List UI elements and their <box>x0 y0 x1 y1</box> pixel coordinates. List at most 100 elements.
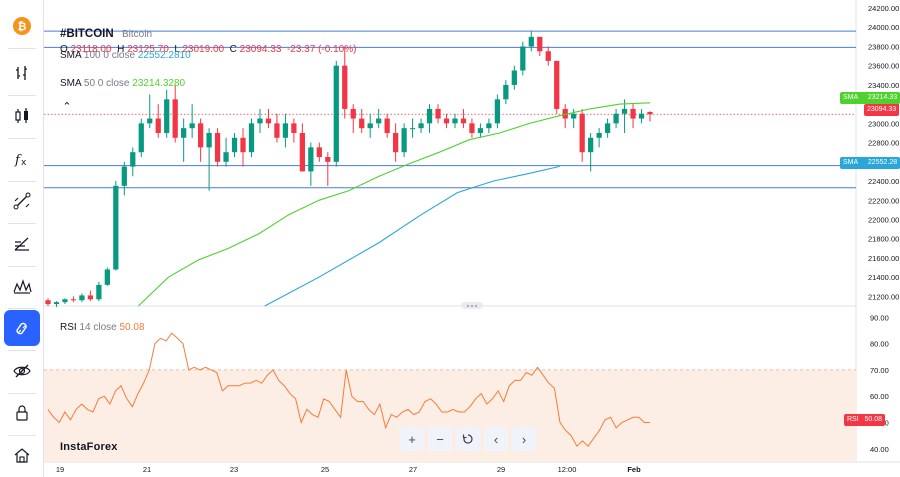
toolbar-separator <box>8 393 36 394</box>
sma100-legend[interactable]: SMA 100 0 close 22552.2810 <box>60 50 191 61</box>
price-tick-label: 21400.00 <box>868 273 899 282</box>
price-tick-label: 21600.00 <box>868 254 899 263</box>
trend-line-icon <box>12 191 32 211</box>
reset-chart-button[interactable] <box>456 427 480 451</box>
rsi-tick-label: 70.00 <box>870 366 889 375</box>
scroll-left-button[interactable]: ‹ <box>484 427 508 451</box>
price-tick-label: 23600.00 <box>868 62 899 71</box>
candle-body <box>511 70 517 85</box>
chart-style-button[interactable] <box>4 98 40 134</box>
rsi-tick-label: 40.00 <box>870 445 889 454</box>
candle-body <box>647 112 653 115</box>
candle-body <box>325 157 331 162</box>
candle-body <box>621 108 628 114</box>
candle-body <box>604 123 611 133</box>
candle-body <box>248 123 255 153</box>
candle-body <box>113 185 119 270</box>
pattern-icon <box>12 276 32 296</box>
zoom-in-button[interactable]: + <box>400 427 424 451</box>
price-tick-label: 23000.00 <box>868 119 899 128</box>
candle-body <box>350 108 356 119</box>
candle-body <box>130 152 136 167</box>
sma100-value: 22552.2810 <box>137 50 191 61</box>
minus-icon: − <box>436 431 444 447</box>
candle-body <box>376 118 382 124</box>
candle-body <box>638 113 645 119</box>
sma50-params: 50 0 close <box>83 78 130 89</box>
sma50-value: 23214.3280 <box>132 78 186 89</box>
sma50-legend[interactable]: SMA 50 0 close 23214.3280 <box>60 78 185 89</box>
patterns-button[interactable] <box>4 268 40 304</box>
rsi-price-tag: RSI 50.08 <box>844 414 886 426</box>
current-price-tag: 23094.33 <box>864 104 900 116</box>
candle-body <box>155 118 161 133</box>
drawing-tools-button[interactable] <box>4 183 40 219</box>
candle-body <box>45 300 51 305</box>
candle-body <box>418 123 424 129</box>
candle-body <box>503 84 509 100</box>
toolbar-separator <box>8 181 36 182</box>
candle-body <box>384 118 390 133</box>
zoom-out-button[interactable]: − <box>428 427 452 451</box>
lock-drawings-button[interactable] <box>4 395 40 431</box>
plus-icon: + <box>408 431 416 447</box>
sma100-price-tag: SMA 22552.28 <box>840 157 900 169</box>
candle-body <box>528 36 534 47</box>
symbol-name[interactable]: #BITCOIN <box>60 28 114 40</box>
candle-body <box>265 118 272 124</box>
chevron-right-icon: › <box>521 431 527 447</box>
candle-body <box>613 113 619 124</box>
navigation-controls: + − ‹ › <box>400 427 536 451</box>
toolbar-separator <box>8 138 36 139</box>
candle-body <box>545 51 551 61</box>
bar-type-button[interactable] <box>4 55 40 91</box>
candle-body <box>401 128 407 153</box>
pane-resize-handle[interactable] <box>461 302 483 309</box>
sma50-tag-value: 23214.33 <box>867 94 898 101</box>
candle-body <box>316 147 322 157</box>
hide-drawings-button[interactable] <box>4 353 40 389</box>
candle-body <box>308 147 314 172</box>
high-value: 23125.70 <box>127 44 169 55</box>
low-value: 23019.00 <box>182 44 225 55</box>
lock-icon <box>12 403 32 423</box>
candle-body <box>104 269 110 285</box>
candle-body <box>223 152 229 162</box>
time-tick-label: 19 <box>56 465 64 474</box>
rsi-value: 50.08 <box>119 322 145 333</box>
scroll-right-button[interactable]: › <box>512 427 536 451</box>
home-icon <box>12 445 32 465</box>
price-tick-label: 24000.00 <box>868 23 899 32</box>
bitcoin-logo-button[interactable]: ₿ <box>4 8 40 44</box>
candle-body <box>172 99 178 138</box>
high-label: H <box>117 44 125 55</box>
candle-body <box>206 132 212 148</box>
price-tick-label: 24200.00 <box>868 4 899 13</box>
candle-style-icon <box>12 106 32 126</box>
sma50-line <box>137 102 651 307</box>
symbol-legend: #BITCOIN Bitcoin O 23118.00 H 23125.70 L… <box>60 28 356 55</box>
candle-body <box>291 123 297 133</box>
reset-icon <box>462 434 473 444</box>
candle-body <box>588 137 594 153</box>
candle-body <box>189 123 195 129</box>
collapse-legend-button[interactable]: ⌃ <box>58 98 76 114</box>
candle-body <box>393 132 399 153</box>
magnet-button[interactable] <box>4 310 40 346</box>
candle-body <box>443 118 450 124</box>
bitcoin-icon: ₿ <box>12 16 32 36</box>
time-tick-label: 27 <box>409 465 417 474</box>
rsi-legend[interactable]: RSI 14 close 50.08 <box>60 322 145 333</box>
time-tick-label: 12:00 <box>558 465 577 474</box>
toolbar-separator <box>8 350 36 351</box>
chart-svg[interactable]: 21200.00 21400.00 21600.00 21800.00 22000.00… <box>44 0 900 477</box>
fib-tools-button[interactable] <box>4 226 40 262</box>
candle-body <box>257 118 263 124</box>
chart-area[interactable]: 21200.00 21400.00 21600.00 21800.00 22000.00… <box>44 0 900 477</box>
close-value: 23094.33 <box>239 44 282 55</box>
sma100-params: 100 0 close <box>83 50 136 61</box>
price-tick-label: 22000.00 <box>868 215 899 224</box>
home-button[interactable] <box>4 437 40 473</box>
svg-text:₿: ₿ <box>18 20 27 33</box>
